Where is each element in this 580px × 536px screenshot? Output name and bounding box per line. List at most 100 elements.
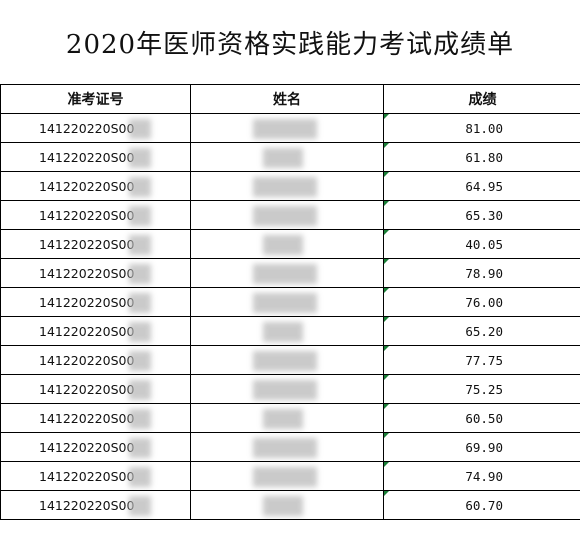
redaction-blur <box>129 380 151 400</box>
redaction-blur <box>129 322 151 342</box>
cell-score[interactable]: 75.25 <box>383 374 580 404</box>
cell-name[interactable] <box>190 142 384 172</box>
cell-score[interactable]: 65.20 <box>383 316 580 346</box>
cell-score[interactable]: 40.05 <box>383 229 580 259</box>
redaction-blur <box>263 235 303 255</box>
redaction-blur <box>263 148 303 168</box>
score-text: 74.90 <box>465 468 503 484</box>
cell-name[interactable] <box>190 461 384 491</box>
cell-name[interactable] <box>190 113 384 143</box>
redaction-blur <box>129 177 151 197</box>
cell-exam-id[interactable]: 141220220S00 <box>0 258 191 288</box>
score-text: 64.95 <box>465 178 503 194</box>
exam-id-text: 141220220S00 <box>39 294 135 310</box>
cell-exam-id[interactable]: 141220220S00 <box>0 345 191 375</box>
table-row: 141220220S00 74.90 <box>0 461 580 491</box>
cell-name[interactable] <box>190 171 384 201</box>
cell-name[interactable] <box>190 287 384 317</box>
cell-exam-id[interactable]: 141220220S00 <box>0 432 191 462</box>
score-text: 69.90 <box>465 439 503 455</box>
score-text: 81.00 <box>465 120 503 136</box>
cell-score[interactable]: 77.75 <box>383 345 580 375</box>
redaction-blur <box>129 148 151 168</box>
cell-score[interactable]: 76.00 <box>383 287 580 317</box>
exam-id-text: 141220220S00 <box>39 497 135 513</box>
table-row: 141220220S00 60.50 <box>0 403 580 433</box>
exam-id-text: 141220220S00 <box>39 439 135 455</box>
exam-id-text: 141220220S00 <box>39 352 135 368</box>
redaction-blur <box>129 351 151 371</box>
cell-score[interactable]: 74.90 <box>383 461 580 491</box>
redaction-blur <box>263 322 303 342</box>
exam-id-text: 141220220S00 <box>39 236 135 252</box>
cell-name[interactable] <box>190 403 384 433</box>
cell-exam-id[interactable]: 141220220S00 <box>0 171 191 201</box>
redaction-blur <box>253 351 317 371</box>
cell-name[interactable] <box>190 200 384 230</box>
score-text: 61.80 <box>465 149 503 165</box>
cell-score[interactable]: 60.50 <box>383 403 580 433</box>
exam-id-text: 141220220S00 <box>39 468 135 484</box>
cell-score[interactable]: 81.00 <box>383 113 580 143</box>
cell-score[interactable]: 78.90 <box>383 258 580 288</box>
cell-name[interactable] <box>190 490 384 520</box>
table-row: 141220220S00 76.00 <box>0 287 580 317</box>
cell-exam-id[interactable]: 141220220S00 <box>0 316 191 346</box>
redaction-blur <box>129 438 151 458</box>
cell-score[interactable]: 69.90 <box>383 432 580 462</box>
cell-exam-id[interactable]: 141220220S00 <box>0 229 191 259</box>
redaction-blur <box>253 119 317 139</box>
table-row: 141220220S00 81.00 <box>0 113 580 143</box>
score-text: 65.20 <box>465 323 503 339</box>
table-row: 141220220S00 69.90 <box>0 432 580 462</box>
cell-name[interactable] <box>190 258 384 288</box>
cell-exam-id[interactable]: 141220220S00 <box>0 461 191 491</box>
cell-exam-id[interactable]: 141220220S00 <box>0 200 191 230</box>
cell-exam-id[interactable]: 141220220S00 <box>0 287 191 317</box>
cell-name[interactable] <box>190 345 384 375</box>
exam-id-text: 141220220S00 <box>39 381 135 397</box>
cell-name[interactable] <box>190 229 384 259</box>
cell-score[interactable]: 64.95 <box>383 171 580 201</box>
exam-id-text: 141220220S00 <box>39 178 135 194</box>
cell-exam-id[interactable]: 141220220S00 <box>0 113 191 143</box>
table-row: 141220220S00 65.30 <box>0 200 580 230</box>
score-text: 78.90 <box>465 265 503 281</box>
column-header-name[interactable]: 姓名 <box>190 84 384 114</box>
redaction-blur <box>129 235 151 255</box>
redaction-blur <box>263 409 303 429</box>
cell-score[interactable]: 60.70 <box>383 490 580 520</box>
redaction-blur <box>129 119 151 139</box>
redaction-blur <box>253 467 317 487</box>
header-row: 准考证号 姓名 成绩 <box>0 84 580 114</box>
redaction-blur <box>129 496 151 516</box>
score-text: 65.30 <box>465 207 503 223</box>
cell-exam-id[interactable]: 141220220S00 <box>0 490 191 520</box>
exam-id-text: 141220220S00 <box>39 149 135 165</box>
table-row: 141220220S00 77.75 <box>0 345 580 375</box>
table-row: 141220220S00 61.80 <box>0 142 580 172</box>
cell-exam-id[interactable]: 141220220S00 <box>0 374 191 404</box>
table-row: 141220220S00 40.05 <box>0 229 580 259</box>
cell-name[interactable] <box>190 316 384 346</box>
cell-exam-id[interactable]: 141220220S00 <box>0 142 191 172</box>
cell-exam-id[interactable]: 141220220S00 <box>0 403 191 433</box>
score-text: 60.70 <box>465 497 503 513</box>
score-text: 75.25 <box>465 381 503 397</box>
redaction-blur <box>129 264 151 284</box>
redaction-blur <box>253 380 317 400</box>
exam-id-text: 141220220S00 <box>39 410 135 426</box>
score-text: 77.75 <box>465 352 503 368</box>
score-text: 76.00 <box>465 294 503 310</box>
cell-name[interactable] <box>190 374 384 404</box>
column-header-score[interactable]: 成绩 <box>383 84 580 114</box>
cell-score[interactable]: 61.80 <box>383 142 580 172</box>
exam-id-text: 141220220S00 <box>39 265 135 281</box>
cell-name[interactable] <box>190 432 384 462</box>
page-title: 2020年医师资格实践能力考试成绩单 <box>65 29 515 60</box>
exam-id-text: 141220220S00 <box>39 323 135 339</box>
column-header-id[interactable]: 准考证号 <box>0 84 191 114</box>
redaction-blur <box>129 467 151 487</box>
cell-score[interactable]: 65.30 <box>383 200 580 230</box>
redaction-blur <box>129 409 151 429</box>
